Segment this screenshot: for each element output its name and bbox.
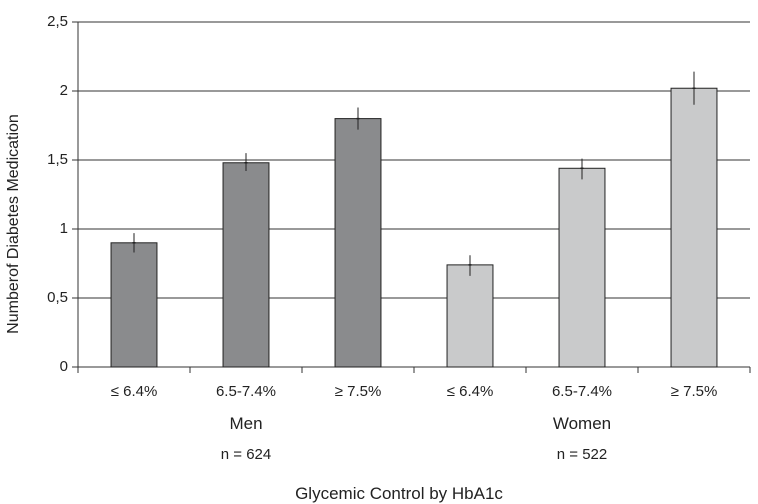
x-axis-title: Glycemic Control by HbA1c: [295, 484, 503, 503]
x-tick-label: ≤ 6.4%: [110, 383, 158, 400]
bar: [558, 167, 606, 368]
y-tick-label: 0: [59, 358, 68, 375]
group-label: Men: [229, 414, 263, 433]
x-tick-label: ≤ 6.4%: [446, 383, 494, 400]
bar: [670, 87, 718, 368]
y-axis-title: Numberof Diabetes Medication: [5, 114, 22, 334]
x-tick-label: 6.5-7.4%: [551, 383, 613, 400]
y-tick-label: 0,5: [47, 289, 68, 306]
y-tick-label: 2: [59, 82, 68, 99]
group-label: Women: [552, 414, 612, 433]
bar: [222, 162, 270, 368]
group-n-label: n = 624: [220, 446, 272, 463]
x-tick-label: ≥ 7.5%: [670, 383, 718, 400]
y-tick-label: 2,5: [47, 13, 68, 30]
group-n-label: n = 522: [556, 446, 608, 463]
bar: [110, 242, 158, 368]
x-tick-label: 6.5-7.4%: [215, 383, 277, 400]
bar: [446, 264, 494, 368]
bar: [334, 118, 382, 368]
y-tick-label: 1,5: [47, 151, 68, 168]
x-tick-label: ≥ 7.5%: [334, 383, 382, 400]
y-tick-label: 1: [59, 220, 68, 237]
